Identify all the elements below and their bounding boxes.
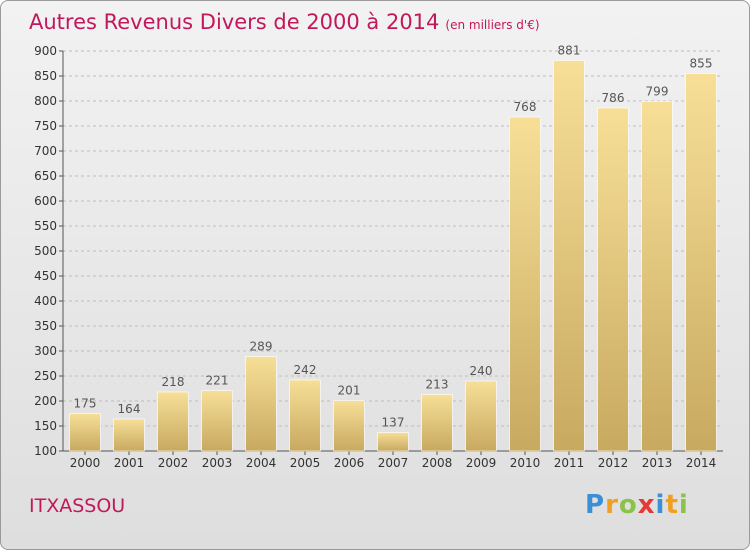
data-label: 799 <box>646 85 669 99</box>
data-label: 881 <box>558 44 581 58</box>
proxiti-logo: Proxiti <box>585 490 689 520</box>
y-tick-label: 250 <box>34 369 57 383</box>
axes: 100 150 200 250 300 350 400 450 500 550 600 650 700 7… <box>34 44 723 470</box>
data-label: 242 <box>294 363 317 377</box>
y-tick-label: 200 <box>34 394 57 408</box>
place-name: ITXASSOU <box>29 495 126 517</box>
bar <box>685 73 717 452</box>
logo-letter: P <box>585 490 606 520</box>
y-tick-label: 850 <box>34 69 57 83</box>
y-tick-label: 400 <box>34 294 57 308</box>
x-tick-label: 2003 <box>202 456 233 470</box>
x-tick-label: 2012 <box>598 456 629 470</box>
chart-title: Autres Revenus Divers de 2000 à 2014 (en … <box>29 10 540 34</box>
y-tick-label: 100 <box>34 444 57 458</box>
data-label: 786 <box>602 91 625 105</box>
data-label: 289 <box>250 340 273 354</box>
logo-letter: i <box>655 490 666 520</box>
x-tick-label: 2009 <box>466 456 497 470</box>
data-label: 221 <box>206 374 229 388</box>
data-label: 175 <box>74 397 97 411</box>
bars <box>69 60 717 452</box>
data-label: 855 <box>690 57 713 71</box>
bar <box>597 107 629 452</box>
bar <box>421 394 453 452</box>
y-tick-label: 150 <box>34 419 57 433</box>
data-label: 218 <box>162 375 185 389</box>
bar <box>377 432 409 452</box>
bar <box>113 418 145 452</box>
chart-subtitle: (en milliers d'€) <box>445 18 540 32</box>
bar <box>333 400 365 452</box>
y-tick-label: 900 <box>34 44 57 58</box>
bar <box>289 379 321 452</box>
x-tick-label: 2005 <box>290 456 321 470</box>
x-tick-label: 2008 <box>422 456 453 470</box>
y-tick-label: 550 <box>34 219 57 233</box>
x-tick-label: 2014 <box>686 456 717 470</box>
data-label: 240 <box>470 364 493 378</box>
y-tick-label: 450 <box>34 269 57 283</box>
x-tick-label: 2002 <box>158 456 189 470</box>
y-tick-label: 350 <box>34 319 57 333</box>
logo-letter: o <box>618 490 638 520</box>
y-tick-label: 750 <box>34 119 57 133</box>
data-label: 137 <box>382 416 405 430</box>
x-tick-label: 2007 <box>378 456 409 470</box>
data-labels: 175 164 218 221 289 242 201 137 213 240 768 881 786 7… <box>74 44 713 430</box>
bar <box>509 116 541 452</box>
data-label: 164 <box>118 402 141 416</box>
data-label: 213 <box>426 378 449 392</box>
y-tick-label: 700 <box>34 144 57 158</box>
x-tick-label: 2000 <box>70 456 101 470</box>
x-tick-label: 2006 <box>334 456 365 470</box>
bar <box>245 356 277 452</box>
bar <box>641 101 673 452</box>
x-tick-label: 2004 <box>246 456 277 470</box>
bar <box>157 391 189 452</box>
x-tick-label: 2001 <box>114 456 145 470</box>
y-tick-label: 600 <box>34 194 57 208</box>
title-text: Autres Revenus Divers de 2000 à 2014 <box>29 10 440 34</box>
bar <box>553 60 585 452</box>
bar <box>69 413 101 452</box>
x-tick-label: 2010 <box>510 456 541 470</box>
logo-letter: t <box>665 490 679 520</box>
bar <box>465 380 497 452</box>
logo-letter: r <box>605 490 619 520</box>
y-tick-label: 500 <box>34 244 57 258</box>
y-tick-label: 650 <box>34 169 57 183</box>
x-tick-label: 2013 <box>642 456 673 470</box>
y-tick-label: 800 <box>34 94 57 108</box>
logo-letter: x <box>637 490 656 520</box>
data-label: 201 <box>338 384 361 398</box>
bar <box>201 390 233 452</box>
logo-letter: i <box>678 490 689 520</box>
y-tick-label: 300 <box>34 344 57 358</box>
x-tick-label: 2011 <box>554 456 585 470</box>
data-label: 768 <box>514 100 537 114</box>
